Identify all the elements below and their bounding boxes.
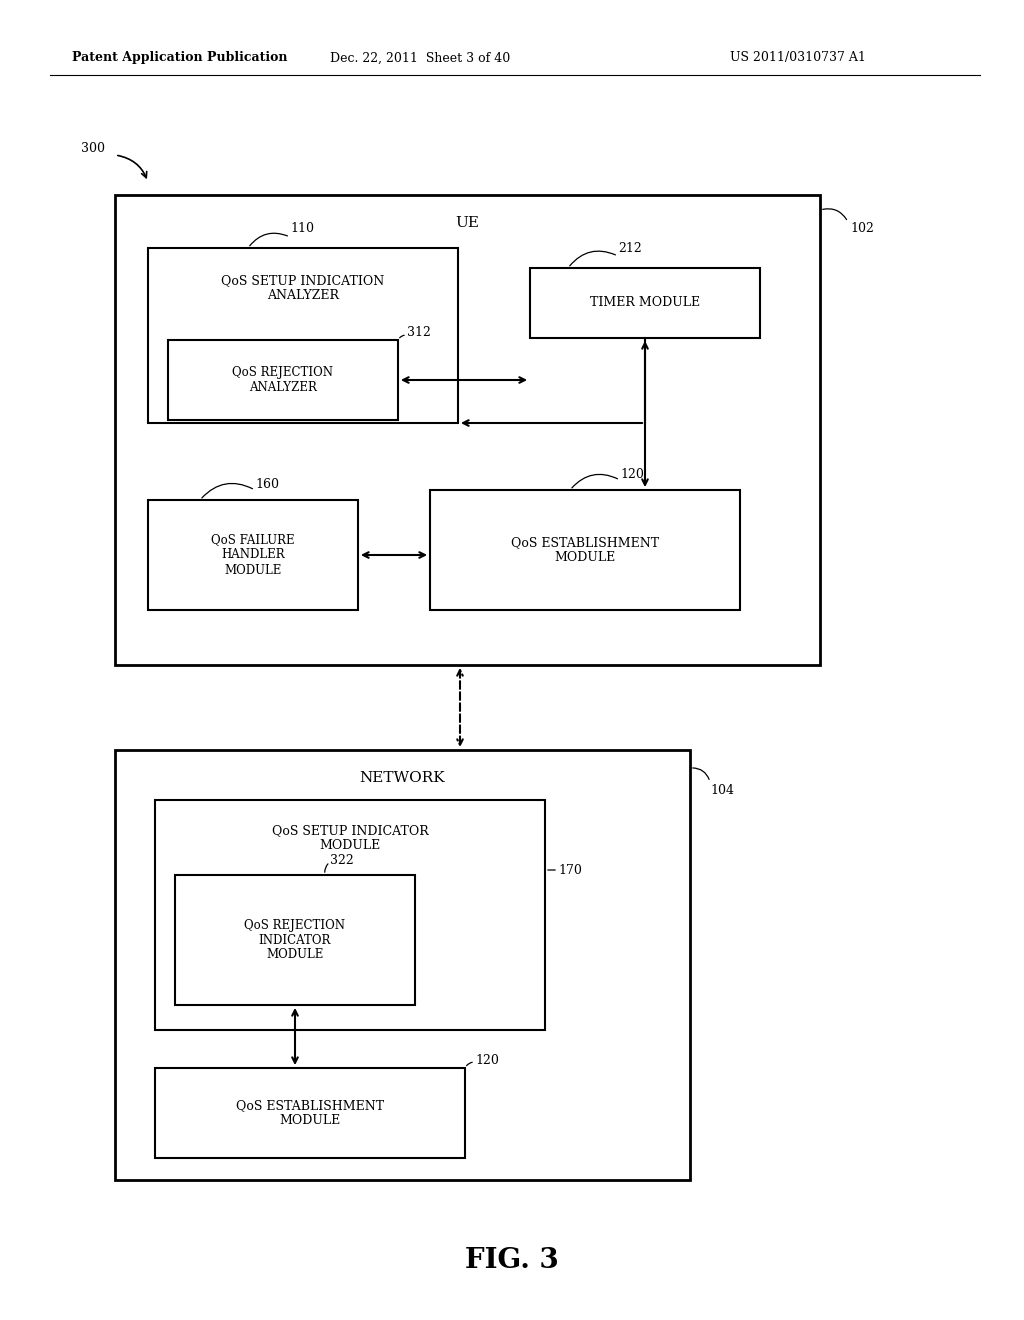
- Text: TIMER MODULE: TIMER MODULE: [590, 297, 700, 309]
- Text: 160: 160: [255, 478, 279, 491]
- Text: QoS SETUP INDICATOR
MODULE: QoS SETUP INDICATOR MODULE: [271, 824, 428, 851]
- Text: 102: 102: [850, 222, 873, 235]
- Text: 120: 120: [475, 1053, 499, 1067]
- Text: FIG. 3: FIG. 3: [465, 1246, 559, 1274]
- Text: 110: 110: [290, 222, 314, 235]
- Text: 170: 170: [558, 863, 582, 876]
- Text: 104: 104: [710, 784, 734, 796]
- Text: 312: 312: [407, 326, 431, 339]
- Bar: [175, 875, 415, 1005]
- Text: QoS FAILURE
HANDLER
MODULE: QoS FAILURE HANDLER MODULE: [211, 533, 295, 577]
- Text: QoS REJECTION
INDICATOR
MODULE: QoS REJECTION INDICATOR MODULE: [245, 919, 345, 961]
- Text: Patent Application Publication: Patent Application Publication: [72, 51, 288, 65]
- Bar: [115, 750, 690, 1180]
- Text: Dec. 22, 2011  Sheet 3 of 40: Dec. 22, 2011 Sheet 3 of 40: [330, 51, 510, 65]
- Bar: [530, 268, 760, 338]
- Text: QoS SETUP INDICATION
ANALYZER: QoS SETUP INDICATION ANALYZER: [221, 275, 385, 302]
- Text: QoS REJECTION
ANALYZER: QoS REJECTION ANALYZER: [232, 366, 334, 393]
- Text: 300: 300: [81, 141, 105, 154]
- Text: 322: 322: [330, 854, 353, 866]
- Bar: [155, 1068, 465, 1158]
- Bar: [115, 195, 820, 665]
- Bar: [148, 248, 458, 422]
- Bar: [168, 341, 398, 420]
- Bar: [155, 800, 545, 1030]
- Bar: [148, 500, 358, 610]
- Text: 212: 212: [618, 242, 642, 255]
- Text: US 2011/0310737 A1: US 2011/0310737 A1: [730, 51, 866, 65]
- Bar: [430, 490, 740, 610]
- Text: NETWORK: NETWORK: [359, 771, 445, 785]
- Text: 120: 120: [620, 467, 644, 480]
- Text: QoS ESTABLISHMENT
MODULE: QoS ESTABLISHMENT MODULE: [236, 1100, 384, 1127]
- Text: QoS ESTABLISHMENT
MODULE: QoS ESTABLISHMENT MODULE: [511, 536, 659, 564]
- Text: UE: UE: [456, 216, 479, 230]
